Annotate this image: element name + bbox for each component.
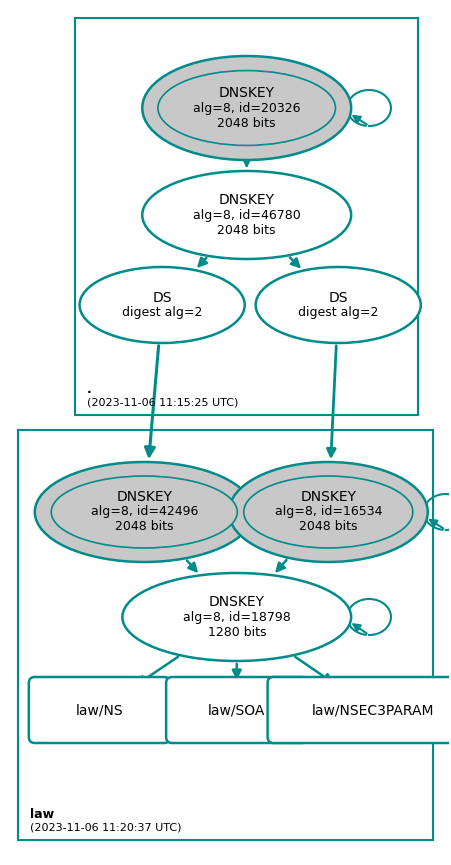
Text: .: . xyxy=(87,383,91,396)
Ellipse shape xyxy=(122,573,351,661)
Text: alg=8, id=18798: alg=8, id=18798 xyxy=(183,611,290,624)
Text: alg=8, id=16534: alg=8, id=16534 xyxy=(275,505,382,518)
Text: alg=8, id=42496: alg=8, id=42496 xyxy=(91,505,198,518)
Text: (2023-11-06 11:20:37 UTC): (2023-11-06 11:20:37 UTC) xyxy=(30,822,181,832)
Ellipse shape xyxy=(229,462,428,562)
Bar xyxy=(74,18,418,415)
Text: law: law xyxy=(30,808,54,821)
Ellipse shape xyxy=(79,267,245,343)
Ellipse shape xyxy=(35,462,253,562)
Ellipse shape xyxy=(142,171,351,259)
FancyBboxPatch shape xyxy=(267,677,451,743)
Text: law/SOA: law/SOA xyxy=(208,703,266,717)
Text: DNSKEY: DNSKEY xyxy=(219,193,275,207)
Text: DNSKEY: DNSKEY xyxy=(209,595,265,609)
Text: alg=8, id=46780: alg=8, id=46780 xyxy=(193,208,300,221)
Ellipse shape xyxy=(142,56,351,160)
Bar xyxy=(18,430,433,840)
Ellipse shape xyxy=(51,476,237,548)
Text: 2048 bits: 2048 bits xyxy=(217,223,276,236)
FancyBboxPatch shape xyxy=(29,677,170,743)
Text: DNSKEY: DNSKEY xyxy=(300,490,356,504)
Text: digest alg=2: digest alg=2 xyxy=(298,306,378,319)
Text: 1280 bits: 1280 bits xyxy=(207,625,266,638)
Text: law/NSEC3PARAM: law/NSEC3PARAM xyxy=(312,703,434,717)
Ellipse shape xyxy=(256,267,421,343)
Text: 2048 bits: 2048 bits xyxy=(115,521,174,534)
FancyBboxPatch shape xyxy=(166,677,308,743)
Text: (2023-11-06 11:15:25 UTC): (2023-11-06 11:15:25 UTC) xyxy=(87,397,238,407)
Text: DS: DS xyxy=(328,291,348,304)
Text: alg=8, id=20326: alg=8, id=20326 xyxy=(193,101,300,114)
Text: DS: DS xyxy=(152,291,172,304)
Ellipse shape xyxy=(158,71,336,145)
Text: digest alg=2: digest alg=2 xyxy=(122,306,202,319)
Text: DNSKEY: DNSKEY xyxy=(219,86,275,100)
Text: law/NS: law/NS xyxy=(76,703,123,717)
Text: 2048 bits: 2048 bits xyxy=(217,117,276,130)
Text: DNSKEY: DNSKEY xyxy=(116,490,172,504)
Text: 2048 bits: 2048 bits xyxy=(299,521,358,534)
Ellipse shape xyxy=(244,476,413,548)
